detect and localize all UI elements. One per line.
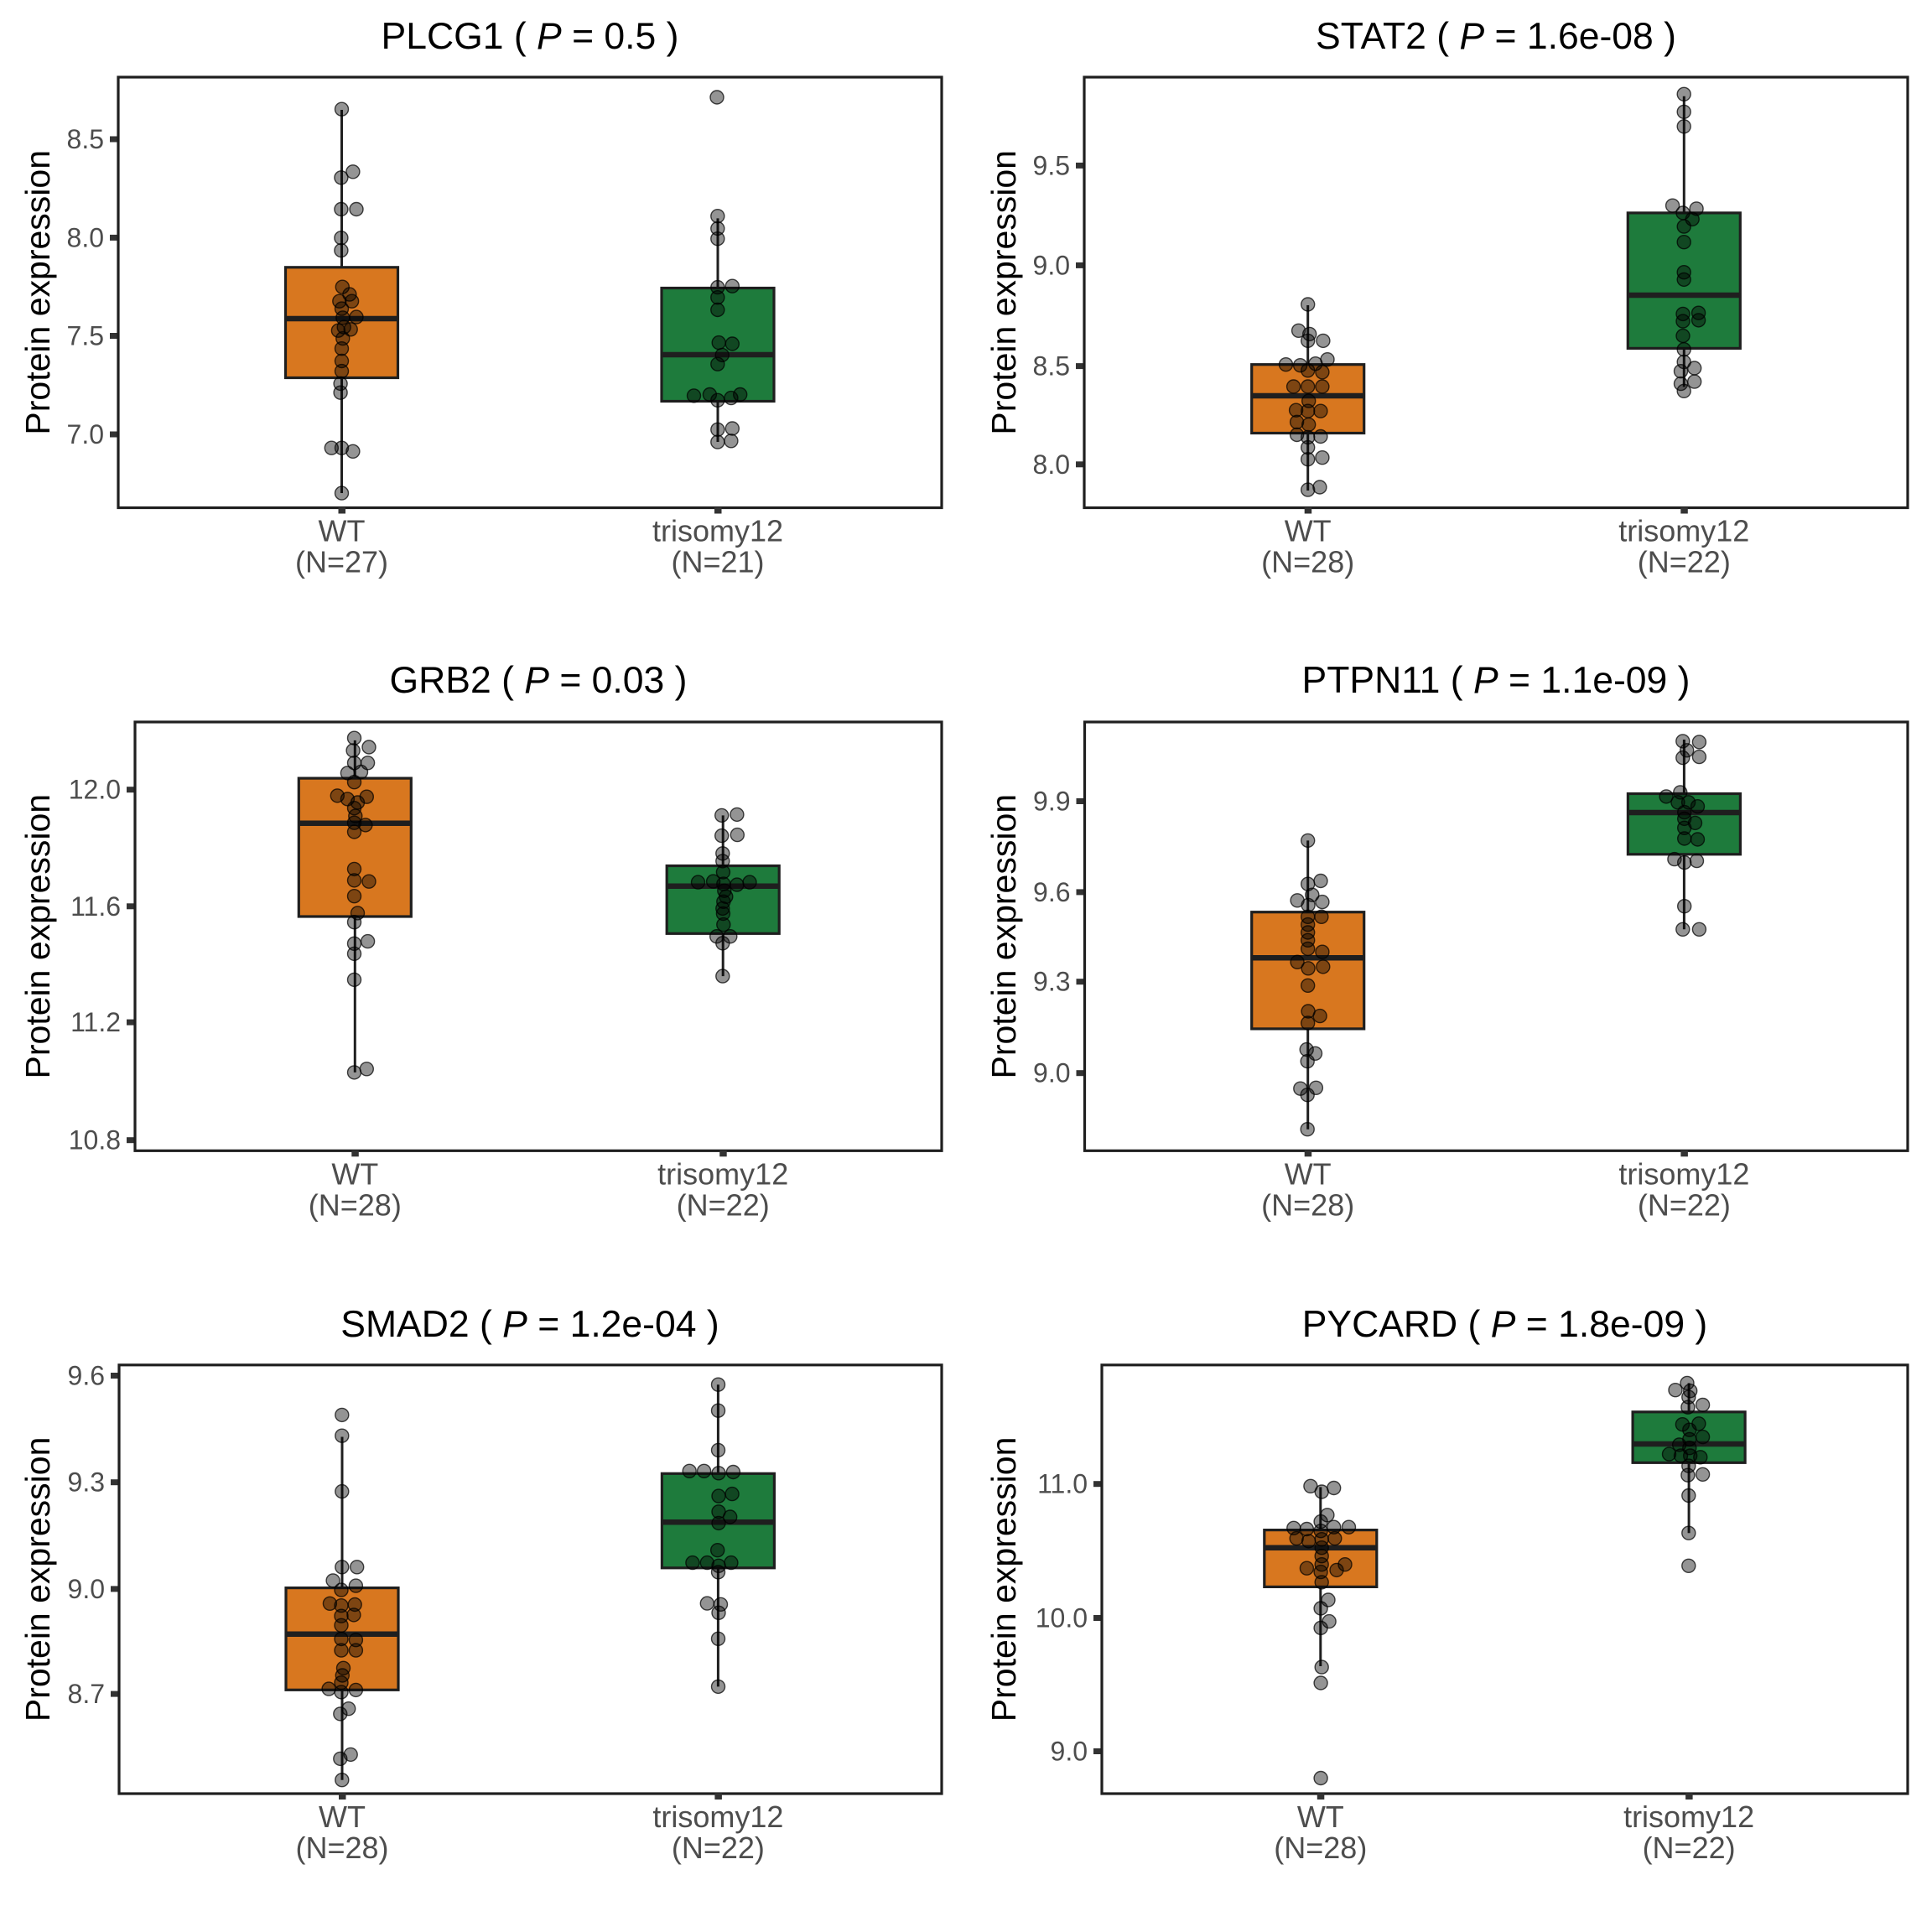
svg-text:trisomy12: trisomy12 <box>1618 514 1749 548</box>
svg-text:PTPN11 ( P = 1.1e-09 ): PTPN11 ( P = 1.1e-09 ) <box>1302 660 1690 701</box>
svg-text:SMAD2 ( P = 1.2e-04 ): SMAD2 ( P = 1.2e-04 ) <box>340 1304 719 1345</box>
svg-text:(N=22): (N=22) <box>672 1831 765 1865</box>
svg-text:8.7: 8.7 <box>68 1679 105 1709</box>
svg-text:WT: WT <box>1285 1156 1332 1191</box>
svg-text:WT: WT <box>1297 1800 1344 1834</box>
svg-text:7.0: 7.0 <box>67 419 104 449</box>
svg-text:(N=28): (N=28) <box>1261 545 1354 579</box>
svg-text:8.0: 8.0 <box>67 222 104 252</box>
svg-text:(N=22): (N=22) <box>1643 1831 1736 1865</box>
svg-text:Protein expression: Protein expression <box>984 794 1023 1079</box>
svg-text:Protein expression: Protein expression <box>984 150 1023 435</box>
svg-text:(N=21): (N=21) <box>671 545 764 579</box>
svg-text:9.6: 9.6 <box>68 1361 105 1391</box>
svg-text:7.5: 7.5 <box>67 321 104 351</box>
svg-text:(N=28): (N=28) <box>1274 1831 1367 1865</box>
svg-text:Protein expression: Protein expression <box>18 794 57 1079</box>
svg-text:GRB2 ( P = 0.03 ): GRB2 ( P = 0.03 ) <box>390 660 688 701</box>
svg-text:PYCARD ( P = 1.8e-09 ): PYCARD ( P = 1.8e-09 ) <box>1302 1304 1708 1345</box>
svg-text:11.6: 11.6 <box>70 891 121 922</box>
svg-text:(N=27): (N=27) <box>295 545 388 579</box>
svg-text:9.3: 9.3 <box>1033 967 1070 997</box>
svg-text:Protein expression: Protein expression <box>18 150 57 435</box>
svg-text:WT: WT <box>319 514 366 548</box>
svg-text:8.5: 8.5 <box>1033 351 1070 382</box>
svg-text:12.0: 12.0 <box>69 775 121 805</box>
svg-text:(N=22): (N=22) <box>1638 1187 1731 1222</box>
svg-text:9.3: 9.3 <box>68 1467 105 1498</box>
svg-text:11.0: 11.0 <box>1037 1469 1088 1499</box>
svg-text:10.8: 10.8 <box>69 1125 121 1156</box>
svg-text:(N=22): (N=22) <box>677 1187 770 1222</box>
svg-text:trisomy12: trisomy12 <box>652 514 783 548</box>
svg-text:(N=28): (N=28) <box>295 1831 388 1865</box>
svg-text:11.2: 11.2 <box>70 1007 121 1037</box>
svg-text:Protein expression: Protein expression <box>18 1437 57 1722</box>
svg-text:trisomy12: trisomy12 <box>652 1800 783 1834</box>
svg-text:10.0: 10.0 <box>1036 1603 1088 1633</box>
svg-text:WT: WT <box>1285 514 1332 548</box>
svg-text:(N=28): (N=28) <box>1261 1187 1354 1222</box>
svg-text:9.0: 9.0 <box>68 1574 105 1604</box>
svg-text:9.6: 9.6 <box>1033 877 1070 907</box>
svg-text:(N=28): (N=28) <box>309 1187 402 1222</box>
svg-text:WT: WT <box>331 1156 378 1191</box>
svg-text:9.0: 9.0 <box>1051 1737 1088 1767</box>
svg-text:8.5: 8.5 <box>67 124 104 154</box>
svg-text:WT: WT <box>319 1800 366 1834</box>
svg-text:trisomy12: trisomy12 <box>1618 1156 1749 1191</box>
svg-text:PLCG1 ( P = 0.5 ): PLCG1 ( P = 0.5 ) <box>382 16 679 57</box>
svg-text:trisomy12: trisomy12 <box>657 1156 788 1191</box>
svg-text:9.0: 9.0 <box>1033 1058 1070 1088</box>
svg-text:8.0: 8.0 <box>1033 449 1070 480</box>
svg-text:Protein expression: Protein expression <box>984 1437 1023 1722</box>
svg-text:9.5: 9.5 <box>1033 150 1070 180</box>
svg-text:(N=22): (N=22) <box>1638 545 1731 579</box>
svg-text:9.0: 9.0 <box>1033 250 1070 280</box>
svg-text:trisomy12: trisomy12 <box>1623 1800 1754 1834</box>
svg-text:9.9: 9.9 <box>1033 787 1070 817</box>
svg-text:STAT2 ( P = 1.6e-08 ): STAT2 ( P = 1.6e-08 ) <box>1316 16 1676 57</box>
